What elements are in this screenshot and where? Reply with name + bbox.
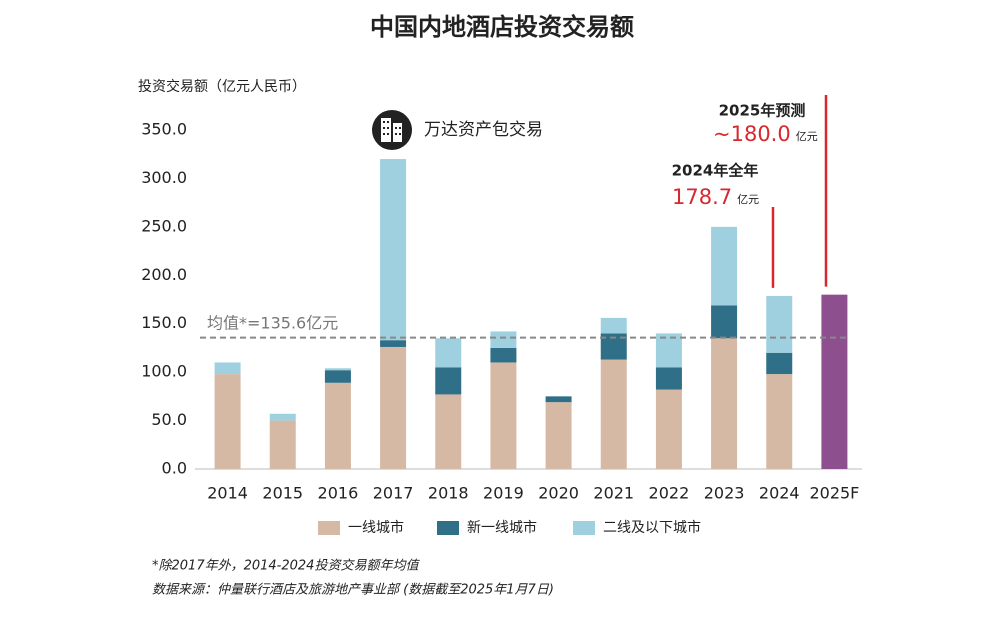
bar-segment xyxy=(766,295,793,353)
bar-segment xyxy=(435,338,462,368)
x-tick-label: 2024 xyxy=(759,484,800,503)
y-tick-label: 150.0 xyxy=(141,313,187,332)
y-tick-label: 350.0 xyxy=(141,120,187,139)
y-tick-label: 50.0 xyxy=(151,410,187,429)
bar-segment xyxy=(435,367,462,395)
annotation-value: 178.7 xyxy=(672,185,732,209)
y-tick-label: 0.0 xyxy=(162,459,187,478)
x-tick-label: 2023 xyxy=(704,484,745,503)
footnote: *除2017年外，2014-2024投资交易额年均值 xyxy=(152,558,420,574)
bar-segment xyxy=(766,352,793,375)
bar-segment xyxy=(269,413,296,421)
bar-segment xyxy=(711,305,738,339)
forecast-bar xyxy=(821,294,848,469)
bar-segment xyxy=(214,362,241,375)
annotation-title: 2025年预测 xyxy=(719,102,806,120)
x-tick-label: 2021 xyxy=(593,484,634,503)
x-tick-label: 2025F xyxy=(809,484,859,503)
bar-segment xyxy=(490,331,517,348)
footnote: 数据来源：仲量联行酒店及旅游地产事业部 (数据截至2025年1月7日) xyxy=(152,583,554,598)
x-tick-label: 2014 xyxy=(207,484,248,503)
bar-segment xyxy=(324,368,351,371)
bar-segment xyxy=(490,362,517,469)
bar-segment xyxy=(435,394,462,469)
y-tick-label: 100.0 xyxy=(141,362,187,381)
y-tick-label: 250.0 xyxy=(141,216,187,235)
bar-segment xyxy=(655,389,682,469)
y-axis-label: 投资交易额（亿元人民币） xyxy=(138,78,306,95)
legend-swatch xyxy=(437,521,459,535)
x-tick-label: 2019 xyxy=(483,484,524,503)
annotation-value: ~180.0 xyxy=(713,122,791,146)
legend-label: 二线及以下城市 xyxy=(603,519,701,536)
bar-segment xyxy=(545,402,572,469)
bar-segment xyxy=(490,347,517,363)
x-tick-label: 2016 xyxy=(318,484,359,503)
x-tick-label: 2015 xyxy=(262,484,303,503)
bar-segment xyxy=(545,396,572,403)
bar-segment xyxy=(269,420,296,469)
bar-segment xyxy=(380,340,407,347)
legend-swatch xyxy=(318,521,340,535)
x-tick-label: 2020 xyxy=(538,484,579,503)
bar-segment xyxy=(600,317,627,334)
annotation-unit: 亿元 xyxy=(796,130,818,143)
x-tick-label: 2018 xyxy=(428,484,469,503)
bar-segment xyxy=(711,226,738,306)
building-icon xyxy=(372,110,412,150)
legend-label: 新一线城市 xyxy=(467,519,537,536)
bar-segment xyxy=(655,367,682,390)
bar-segment xyxy=(324,382,351,469)
bar-segment xyxy=(324,370,351,383)
y-tick-label: 300.0 xyxy=(141,168,187,187)
bar-segment xyxy=(214,374,241,469)
legend-label: 一线城市 xyxy=(348,519,404,536)
annotation-title: 2024年全年 xyxy=(672,162,759,180)
average-label: 均值*=135.6亿元 xyxy=(207,314,338,333)
bar-segment xyxy=(766,374,793,469)
bar-segment xyxy=(380,159,407,341)
chart-title: 中国内地酒店投资交易额 xyxy=(370,13,634,41)
x-tick-label: 2022 xyxy=(649,484,690,503)
bar-segment xyxy=(655,333,682,368)
bar-segment xyxy=(711,338,738,469)
legend-swatch xyxy=(573,521,595,535)
bar-segment xyxy=(380,346,407,469)
bar-segment xyxy=(600,359,627,469)
x-tick-label: 2017 xyxy=(373,484,414,503)
annotation-unit: 亿元 xyxy=(737,193,759,206)
y-tick-label: 200.0 xyxy=(141,265,187,284)
deal-note: 万达资产包交易 xyxy=(424,120,543,140)
